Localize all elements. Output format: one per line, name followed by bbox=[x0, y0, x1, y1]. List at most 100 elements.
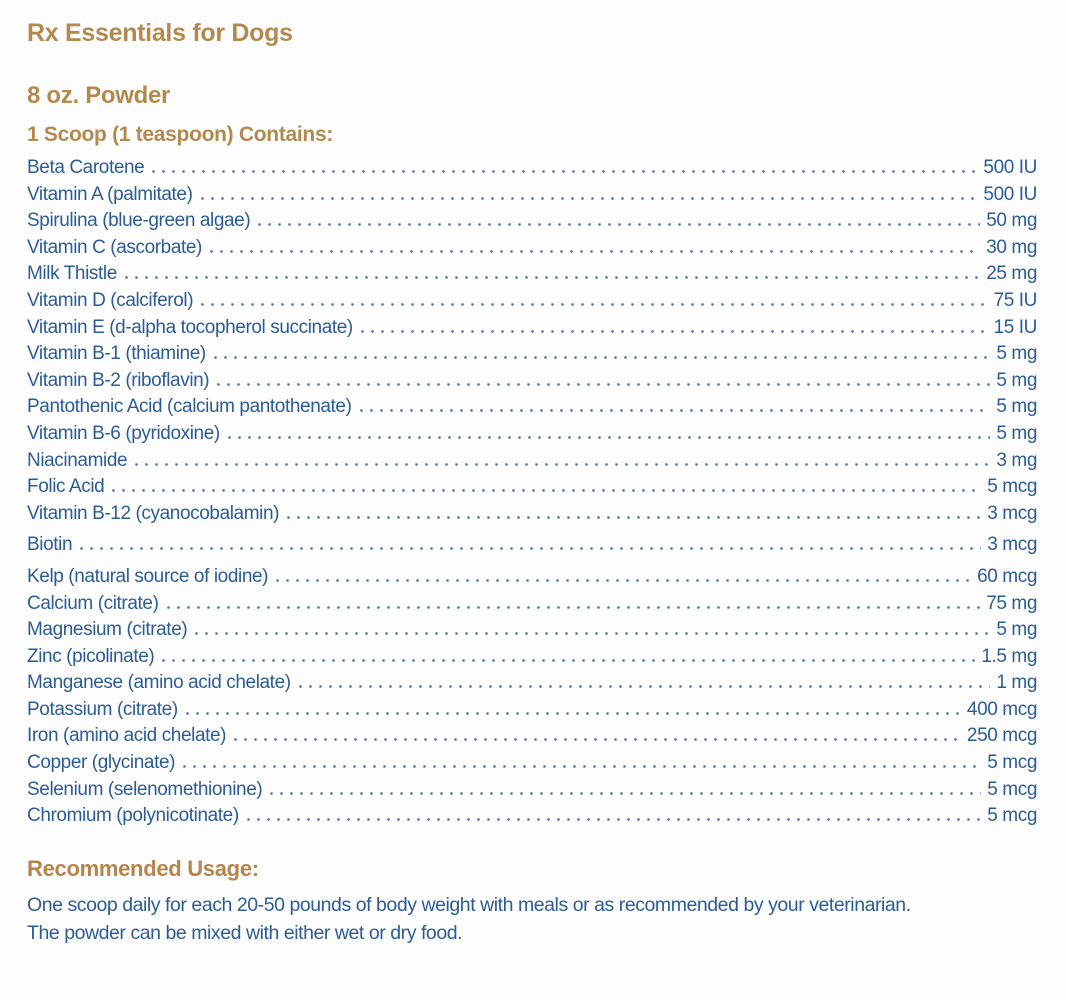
dotted-leader bbox=[166, 605, 981, 609]
ingredient-row: Vitamin B-1 (thiamine) 5 mg bbox=[27, 343, 1037, 370]
ingredient-row: Zinc (picolinate) 1.5 mg bbox=[27, 646, 1037, 673]
ingredient-row: Vitamin A (palmitate) 500 IU bbox=[27, 184, 1037, 211]
ingredient-row: Selenium (selenomethionine) 5 mcg bbox=[27, 779, 1037, 806]
ingredient-amount: 3 mcg bbox=[987, 502, 1037, 524]
ingredient-row: Folic Acid 5 mcg bbox=[27, 476, 1037, 503]
dotted-leader bbox=[227, 435, 991, 439]
ingredient-row: Niacinamide 3 mg bbox=[27, 450, 1037, 477]
dotted-leader bbox=[276, 578, 972, 582]
dotted-leader bbox=[217, 382, 991, 386]
dotted-leader bbox=[195, 632, 991, 636]
recommended-usage-heading: Recommended Usage: bbox=[27, 855, 259, 881]
dotted-leader bbox=[210, 249, 981, 253]
ingredient-amount: 250 mcg bbox=[966, 725, 1037, 747]
ingredient-row: Manganese (amino acid chelate) 1 mg bbox=[27, 672, 1037, 699]
recommended-usage-text: One scoop daily for each 20-50 pounds of… bbox=[27, 891, 1037, 947]
ingredient-name: Milk Thistle bbox=[27, 263, 117, 285]
ingredient-row: Copper (glycinate) 5 mcg bbox=[27, 752, 1037, 779]
ingredient-name: Zinc (picolinate) bbox=[27, 645, 155, 667]
ingredient-row: Vitamin B-6 (pyridoxine) 5 mg bbox=[27, 423, 1037, 450]
package-size-heading: 8 oz. Powder bbox=[27, 82, 171, 109]
serving-size-heading: 1 Scoop (1 teaspoon) Contains: bbox=[27, 123, 334, 146]
ingredient-name: Vitamin A (palmitate) bbox=[27, 183, 193, 205]
dotted-leader bbox=[234, 738, 961, 742]
dotted-leader bbox=[201, 302, 988, 306]
ingredient-amount: 3 mcg bbox=[987, 534, 1037, 556]
dotted-leader bbox=[270, 791, 982, 795]
ingredient-amount: 5 mcg bbox=[987, 476, 1037, 498]
ingredient-row: Vitamin B-2 (riboflavin) 5 mg bbox=[27, 370, 1037, 397]
ingredient-amount: 15 IU bbox=[993, 316, 1038, 338]
ingredient-name: Selenium (selenomethionine) bbox=[27, 778, 263, 800]
ingredient-amount: 5 mg bbox=[996, 422, 1037, 444]
ingredient-amount: 5 mcg bbox=[987, 778, 1037, 800]
ingredient-row: Spirulina (blue-green algae) 50 mg bbox=[27, 210, 1037, 237]
dotted-leader bbox=[162, 658, 976, 662]
ingredient-row: Calcium (citrate) 75 mg bbox=[27, 593, 1037, 620]
ingredient-row: Vitamin E (d-alpha tocopherol succinate)… bbox=[27, 317, 1037, 344]
ingredient-amount: 400 mcg bbox=[966, 698, 1037, 720]
ingredient-row: Biotin 3 mcg bbox=[27, 534, 1037, 561]
ingredient-row: Pantothenic Acid (calcium pantothenate) … bbox=[27, 396, 1037, 423]
ingredient-amount: 5 mg bbox=[996, 396, 1037, 418]
ingredient-name: Vitamin C (ascorbate) bbox=[27, 236, 202, 258]
ingredient-name: Biotin bbox=[27, 534, 73, 556]
dotted-leader bbox=[287, 515, 982, 519]
ingredient-row: Milk Thistle 25 mg bbox=[27, 263, 1037, 290]
ingredient-amount: 30 mg bbox=[986, 236, 1037, 258]
ingredient-amount: 60 mcg bbox=[977, 565, 1037, 587]
ingredient-name: Chromium (polynicotinate) bbox=[27, 805, 239, 827]
usage-line-2: The powder can be mixed with either wet … bbox=[27, 921, 463, 944]
dotted-leader bbox=[124, 276, 981, 280]
dotted-leader bbox=[185, 711, 961, 715]
ingredient-name: Vitamin D (calciferol) bbox=[27, 289, 194, 311]
usage-line-1: One scoop daily for each 20-50 pounds of… bbox=[27, 893, 911, 916]
ingredient-amount: 75 mg bbox=[986, 592, 1037, 614]
ingredient-row: Iron (amino acid chelate) 250 mcg bbox=[27, 725, 1037, 752]
dotted-leader bbox=[258, 223, 981, 227]
ingredient-amount: 5 mg bbox=[996, 369, 1037, 391]
ingredient-amount: 50 mg bbox=[986, 210, 1037, 232]
ingredient-name: Vitamin B-12 (cyanocobalamin) bbox=[27, 502, 280, 524]
ingredient-name: Copper (glycinate) bbox=[27, 752, 176, 774]
ingredient-name: Magnesium (citrate) bbox=[27, 619, 188, 641]
ingredient-row: Potassium (citrate) 400 mcg bbox=[27, 699, 1037, 726]
ingredient-name: Vitamin B-6 (pyridoxine) bbox=[27, 422, 220, 444]
ingredient-row: Vitamin C (ascorbate) 30 mg bbox=[27, 237, 1037, 264]
ingredient-name: Potassium (citrate) bbox=[27, 698, 178, 720]
ingredient-amount: 1.5 mg bbox=[981, 645, 1037, 667]
ingredient-amount: 5 mg bbox=[996, 619, 1037, 641]
ingredient-name: Beta Carotene bbox=[27, 157, 145, 178]
ingredient-amount: 1 mg bbox=[996, 672, 1037, 694]
ingredient-name: Niacinamide bbox=[27, 449, 128, 471]
ingredient-row: Chromium (polynicotinate) 5 mcg bbox=[27, 805, 1037, 832]
ingredient-name: Vitamin B-2 (riboflavin) bbox=[27, 369, 210, 391]
ingredient-amount: 500 IU bbox=[983, 183, 1037, 205]
product-title: Rx Essentials for Dogs bbox=[27, 19, 293, 47]
dotted-leader bbox=[359, 409, 991, 413]
ingredient-name: Kelp (natural source of iodine) bbox=[27, 565, 269, 587]
ingredient-list: Beta Carotene 500 IU Vitamin A (palmitat… bbox=[27, 157, 1037, 832]
dotted-leader bbox=[213, 356, 991, 360]
dotted-leader bbox=[360, 329, 988, 333]
ingredient-amount: 3 mg bbox=[996, 449, 1037, 471]
ingredient-row: Vitamin B-12 (cyanocobalamin) 3 mcg bbox=[27, 503, 1037, 530]
dotted-leader bbox=[246, 818, 982, 822]
ingredient-name: Vitamin E (d-alpha tocopherol succinate) bbox=[27, 316, 353, 338]
ingredient-amount: 25 mg bbox=[986, 263, 1037, 285]
ingredient-amount: 5 mcg bbox=[987, 752, 1037, 774]
ingredient-name: Vitamin B-1 (thiamine) bbox=[27, 343, 206, 365]
ingredient-amount: 75 IU bbox=[993, 289, 1038, 311]
ingredient-name: Folic Acid bbox=[27, 476, 105, 498]
ingredient-row: Vitamin D (calciferol) 75 IU bbox=[27, 290, 1037, 317]
dotted-leader bbox=[152, 170, 978, 173]
ingredient-name: Pantothenic Acid (calcium pantothenate) bbox=[27, 396, 352, 418]
ingredient-name: Manganese (amino acid chelate) bbox=[27, 672, 291, 694]
dotted-leader bbox=[183, 765, 982, 769]
dotted-leader bbox=[200, 196, 978, 200]
ingredient-row: Beta Carotene 500 IU bbox=[27, 157, 1037, 184]
dotted-leader bbox=[135, 462, 991, 466]
ingredient-amount: 5 mg bbox=[996, 343, 1037, 365]
dotted-leader bbox=[80, 547, 982, 551]
